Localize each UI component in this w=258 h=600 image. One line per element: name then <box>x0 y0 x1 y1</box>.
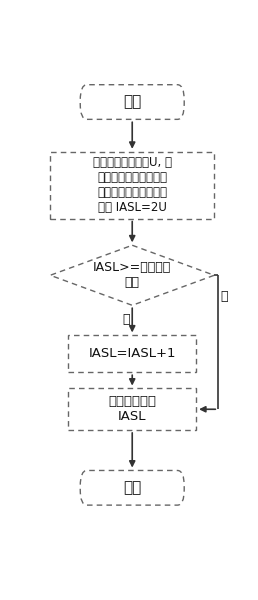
FancyBboxPatch shape <box>50 152 214 218</box>
Text: 返回物理行号
IASL: 返回物理行号 IASL <box>108 395 156 423</box>
Text: IASL=IASL+1: IASL=IASL+1 <box>88 347 176 361</box>
Text: 是: 是 <box>123 313 130 326</box>
FancyBboxPatch shape <box>68 335 196 372</box>
Text: 据输入的阵列编号U, 按
如下方式计算出该阵列
的特殊行在特殊阵列的
行号 IASL=2U: 据输入的阵列编号U, 按 如下方式计算出该阵列 的特殊行在特殊阵列的 行号 IA… <box>93 156 172 214</box>
Text: 否: 否 <box>220 290 228 302</box>
FancyBboxPatch shape <box>80 85 184 119</box>
FancyBboxPatch shape <box>68 388 196 430</box>
Text: 开始: 开始 <box>123 95 141 110</box>
Text: 结束: 结束 <box>123 480 141 496</box>
FancyBboxPatch shape <box>80 470 184 505</box>
Polygon shape <box>50 245 214 305</box>
Text: IASL>=空白行指
针？: IASL>=空白行指 针？ <box>93 261 171 289</box>
